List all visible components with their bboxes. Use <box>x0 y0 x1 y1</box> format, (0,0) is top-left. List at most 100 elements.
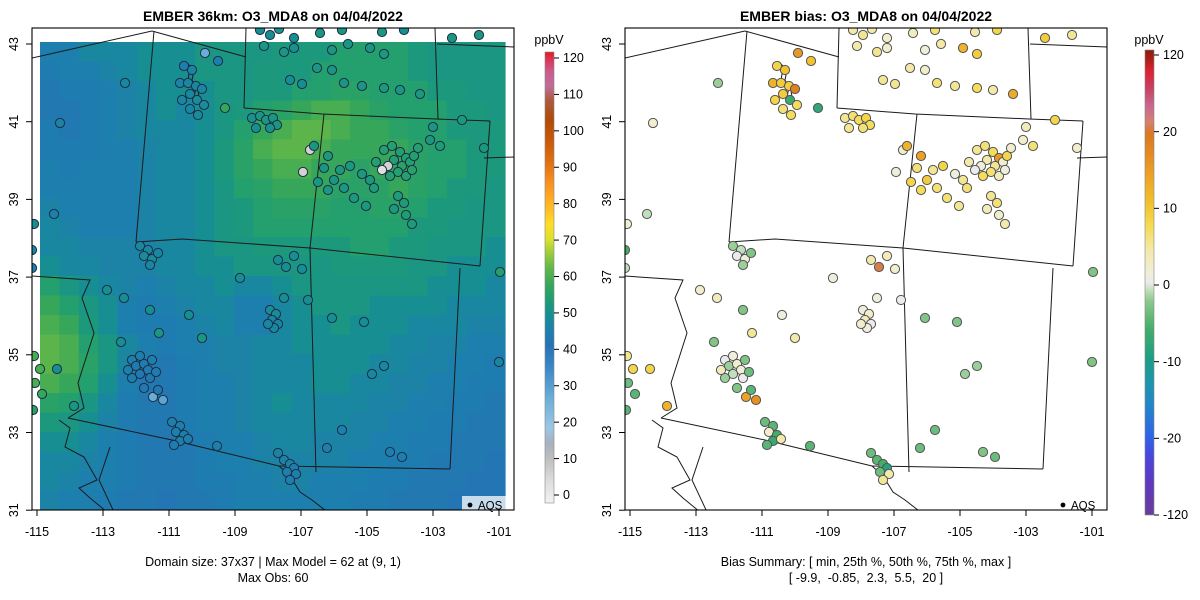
bias-marker <box>1001 150 1013 162</box>
raster-cell <box>156 81 177 102</box>
raster-cell <box>78 393 99 414</box>
raster-cell <box>40 217 60 238</box>
raster-cell <box>446 159 467 180</box>
raster-cell <box>78 61 99 82</box>
raster-cell <box>136 81 157 102</box>
raster-cell <box>214 315 235 336</box>
obs-marker <box>168 439 180 451</box>
raster-cell <box>466 432 487 453</box>
raster-cell <box>98 354 119 375</box>
raster-cell <box>330 256 351 277</box>
x-tick-label: -103 <box>420 525 445 539</box>
raster-cell <box>350 237 370 258</box>
y-tick-label: 37 <box>600 270 614 284</box>
raster-cell <box>311 42 332 63</box>
raster-cell <box>485 100 506 121</box>
raster-cell <box>117 432 138 453</box>
state-border <box>744 30 840 58</box>
raster-cell <box>272 432 293 453</box>
bias-marker <box>708 336 720 348</box>
raster-cell <box>466 451 487 472</box>
raster-cell <box>117 412 138 433</box>
bias-marker <box>791 99 803 111</box>
plot-box <box>31 27 515 511</box>
raster-cell <box>195 198 215 219</box>
raster-cell <box>117 256 138 277</box>
colorbar-tick-label: 100 <box>563 124 584 138</box>
bias-marker <box>883 468 895 480</box>
raster-cell <box>427 178 448 199</box>
bias-marker <box>927 164 939 176</box>
raster-cell <box>195 490 215 510</box>
obs-marker <box>384 446 396 458</box>
x-tick-label: -115 <box>618 525 642 539</box>
raster-cell <box>136 490 157 510</box>
raster-cell <box>195 159 215 180</box>
raster-cell <box>156 295 177 316</box>
x-tick-label: -107 <box>288 525 313 539</box>
raster-cell <box>350 412 370 433</box>
raster-cell <box>78 315 99 336</box>
raster-cell <box>175 490 196 510</box>
aqs-legend-bg <box>462 496 514 510</box>
raster-cell <box>175 178 196 199</box>
bias-marker <box>789 332 801 344</box>
raster-cell <box>175 237 196 258</box>
raster-cell <box>117 276 138 297</box>
state-border <box>434 28 439 120</box>
state-border <box>32 30 153 59</box>
raster-cell <box>59 295 80 316</box>
raster-cell <box>175 373 196 394</box>
raster-cell <box>311 276 332 297</box>
raster-cell <box>427 42 448 63</box>
raster-cell <box>291 81 312 102</box>
obs-marker <box>272 447 284 459</box>
right-caption-line2: [ -9.9, -0.85, 2.3, 5.5, 20 ] <box>788 571 944 585</box>
raster-cell <box>233 61 254 82</box>
obs-marker <box>146 354 158 366</box>
bias-marker <box>971 360 983 372</box>
raster-cell <box>78 256 99 277</box>
bias-marker <box>812 102 824 114</box>
x-tick-label: -107 <box>881 525 906 539</box>
raster-cell <box>388 42 409 63</box>
obs-marker <box>134 240 146 252</box>
bias-marker <box>1007 88 1019 100</box>
obs-marker <box>152 247 164 259</box>
raster-cell <box>253 451 274 472</box>
raster-cell <box>98 139 119 160</box>
obs-marker <box>302 294 314 306</box>
raster-cell <box>427 159 448 180</box>
raster-cell <box>427 217 448 238</box>
raster-cell <box>330 276 351 297</box>
obs-marker <box>342 38 354 50</box>
raster-cell <box>466 217 487 238</box>
obs-marker <box>296 78 308 90</box>
obs-marker <box>356 168 368 180</box>
bias-marker <box>987 146 999 158</box>
raster-cell <box>233 432 254 453</box>
raster-cell <box>272 198 293 219</box>
state-border <box>135 30 155 243</box>
raster-cell <box>59 451 80 472</box>
raster-cell <box>233 373 254 394</box>
raster-cell <box>195 315 215 336</box>
raster-cell <box>195 120 215 141</box>
raster-cell <box>291 334 312 355</box>
raster-cell <box>156 139 177 160</box>
raster-cell <box>330 334 351 355</box>
raster-cell <box>291 315 312 336</box>
x-tick-label: -115 <box>25 525 49 539</box>
state-border <box>58 419 106 510</box>
bias-marker <box>779 64 791 76</box>
raster-cell <box>427 471 448 492</box>
raster-cell <box>156 451 177 472</box>
bias-marker <box>771 60 783 72</box>
bias-marker <box>963 156 975 168</box>
obs-marker <box>32 218 40 230</box>
raster-cell <box>291 120 312 141</box>
raster-cell <box>40 276 60 297</box>
obs-marker <box>118 292 130 304</box>
raster-cell <box>214 373 235 394</box>
raster-cell <box>350 354 370 375</box>
